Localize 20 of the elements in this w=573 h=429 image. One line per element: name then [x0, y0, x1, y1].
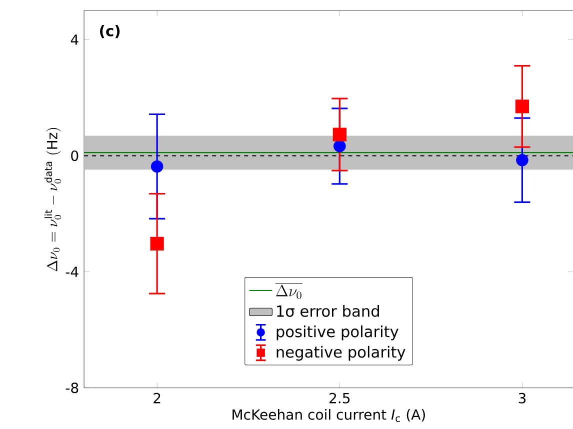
- legend-label: negative polarity: [276, 346, 406, 361]
- point: [332, 128, 346, 142]
- y-tick-label: 0: [71, 150, 78, 161]
- point: [516, 154, 528, 166]
- x-tick-label: 3: [518, 392, 526, 404]
- y-tick-label: 4: [70, 34, 78, 45]
- x-tick-label: 2: [154, 392, 160, 404]
- point: [150, 160, 164, 173]
- x-axis-title: McKeehan coil current I$_{c}$ (A): [232, 408, 425, 422]
- x-tick-label: 2.5: [330, 392, 350, 404]
- y-axis-title: $\Delta\nu_0 = \nu_0^{\mathrm{lit}} - \nu_0^{\mathrm{data}}\ \mathrm{(Hz)}$: [44, 128, 62, 272]
- point: [334, 140, 346, 152]
- legend-label: positive polarity: [276, 325, 398, 340]
- point: [150, 236, 164, 250]
- point: [515, 100, 530, 114]
- legend-label: 1σ error band: [277, 304, 379, 317]
- legend-label: $\overline{\Delta\nu_0}$: [275, 283, 303, 299]
- y-tick-label: -8: [66, 382, 78, 394]
- annotation: (c): [100, 24, 120, 38]
- y-tick-label: -4: [66, 266, 78, 277]
